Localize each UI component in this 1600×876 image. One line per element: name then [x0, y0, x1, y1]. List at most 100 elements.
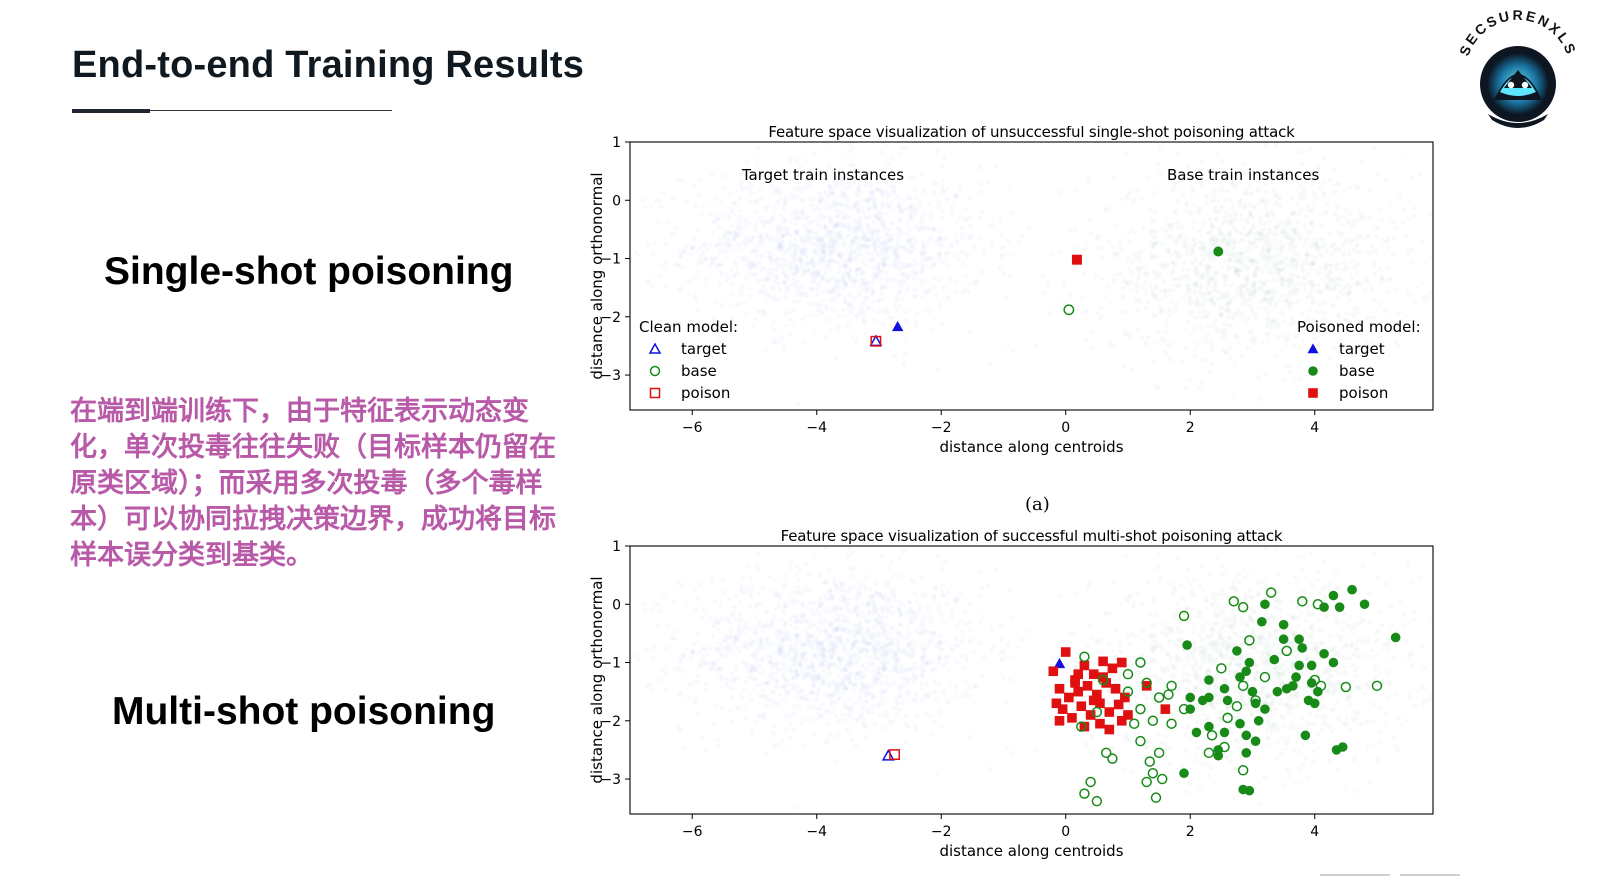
- background-point: [686, 292, 692, 297]
- background-point: [859, 277, 864, 283]
- background-point: [876, 702, 882, 708]
- background-point: [871, 240, 877, 245]
- background-point: [1243, 319, 1249, 325]
- background-point: [924, 224, 930, 230]
- background-point: [902, 351, 907, 357]
- background-point: [859, 222, 864, 227]
- background-point: [812, 674, 818, 679]
- background-point: [885, 658, 891, 664]
- background-point: [797, 567, 803, 573]
- background-point: [1050, 252, 1056, 257]
- background-point: [862, 674, 867, 679]
- background-point: [1224, 242, 1229, 248]
- background-point: [827, 637, 832, 642]
- background-point: [831, 579, 837, 584]
- background-point: [932, 275, 938, 281]
- background-point: [830, 648, 836, 653]
- background-point: [717, 650, 723, 656]
- background-point: [1374, 638, 1380, 644]
- background-point: [1285, 284, 1291, 290]
- background-point: [936, 204, 941, 210]
- background-point: [1365, 340, 1371, 346]
- background-point: [822, 242, 827, 247]
- background-point: [858, 675, 864, 680]
- background-point: [827, 233, 832, 238]
- background-point: [793, 264, 799, 269]
- background-point: [733, 200, 738, 205]
- background-point: [781, 683, 787, 689]
- background-point: [664, 241, 669, 247]
- background-point: [874, 590, 880, 596]
- background-point: [999, 232, 1005, 238]
- background-point: [1321, 316, 1326, 322]
- background-point: [1157, 550, 1162, 555]
- background-point: [679, 249, 684, 255]
- background-point: [888, 245, 894, 251]
- background-point: [1117, 244, 1123, 250]
- background-point: [954, 220, 960, 225]
- background-point: [829, 710, 835, 716]
- background-point: [941, 259, 946, 265]
- background-point: [1324, 284, 1330, 290]
- background-point: [1135, 308, 1141, 314]
- background-point: [794, 248, 800, 253]
- background-point: [902, 317, 908, 323]
- background-point: [1239, 251, 1245, 257]
- background-point: [917, 228, 923, 233]
- background-point: [1341, 252, 1346, 258]
- background-point: [837, 668, 843, 673]
- background-point: [666, 219, 672, 225]
- background-point: [704, 277, 709, 283]
- background-point: [1179, 225, 1185, 230]
- background-point: [782, 256, 788, 262]
- background-point: [836, 655, 841, 660]
- background-point: [703, 256, 709, 261]
- background-point: [785, 263, 791, 268]
- background-point: [796, 256, 802, 262]
- background-point: [1303, 352, 1309, 358]
- background-point: [1303, 756, 1309, 762]
- background-point: [939, 209, 945, 214]
- background-point: [1223, 273, 1229, 279]
- background-point: [1103, 207, 1108, 213]
- background-point: [779, 246, 785, 252]
- background-point: [861, 210, 867, 216]
- background-point: [1234, 258, 1239, 264]
- background-point: [907, 195, 913, 201]
- background-point: [861, 639, 867, 645]
- background-point: [713, 667, 719, 673]
- base-instance-cloud: [990, 546, 1433, 814]
- background-point: [844, 197, 850, 203]
- background-point: [864, 237, 869, 242]
- background-point: [794, 563, 800, 568]
- background-point: [913, 287, 918, 292]
- background-point: [1291, 227, 1297, 233]
- background-point: [1283, 255, 1289, 260]
- background-point: [725, 212, 730, 218]
- background-point: [791, 278, 797, 283]
- background-point: [1128, 279, 1134, 285]
- background-point: [909, 578, 914, 583]
- background-point: [894, 670, 900, 676]
- background-point: [919, 264, 925, 270]
- background-point: [1119, 246, 1124, 252]
- background-point: [1207, 217, 1213, 222]
- background-point: [763, 680, 769, 686]
- background-point: [757, 215, 762, 221]
- background-point: [850, 304, 855, 310]
- background-point: [1371, 272, 1377, 278]
- background-point: [1299, 311, 1305, 317]
- background-point: [797, 163, 803, 169]
- background-point: [808, 673, 813, 679]
- background-point: [879, 616, 885, 621]
- background-point: [881, 253, 887, 259]
- background-point: [877, 268, 883, 273]
- background-point: [814, 608, 820, 614]
- background-point: [777, 244, 783, 250]
- background-point: [805, 260, 811, 266]
- background-point: [1240, 217, 1245, 222]
- background-point: [729, 695, 735, 700]
- background-point: [677, 321, 683, 327]
- background-point: [1254, 260, 1259, 265]
- background-point: [905, 231, 910, 237]
